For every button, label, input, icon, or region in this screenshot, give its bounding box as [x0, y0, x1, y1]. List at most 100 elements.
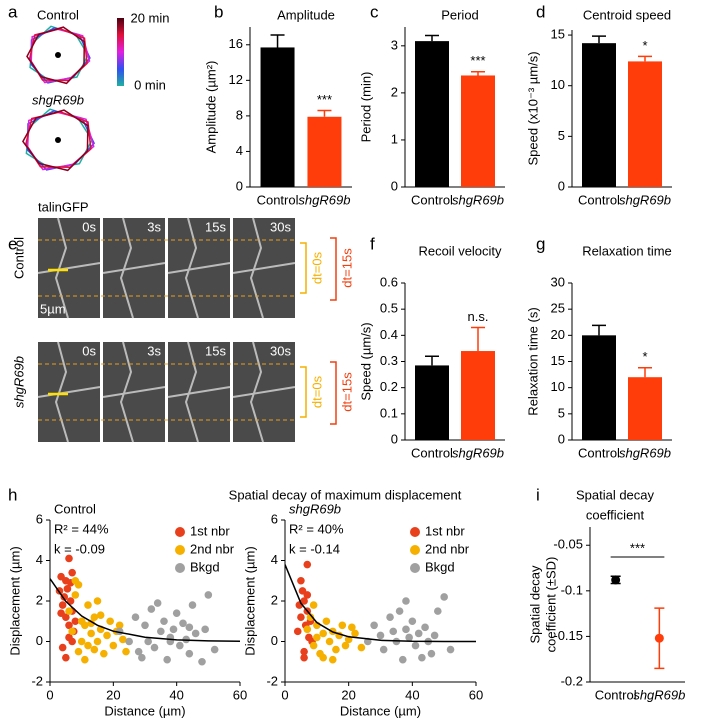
y-tick-label: 0 — [391, 431, 398, 446]
point — [87, 629, 95, 638]
point — [414, 629, 423, 638]
point — [93, 597, 102, 605]
point — [430, 631, 439, 640]
cell-edge — [167, 217, 231, 319]
y-tick-label: 5 — [558, 405, 565, 420]
panel-label: i — [536, 485, 540, 504]
scale-label: 5µm — [40, 301, 66, 316]
point — [157, 627, 165, 636]
x-tick-label: shgR69b — [633, 687, 685, 702]
point — [408, 617, 417, 626]
time-label: 0s — [82, 219, 96, 234]
point — [144, 637, 152, 646]
y-axis-label: Relaxation time (s) — [525, 307, 540, 415]
annotation: R² = 40% — [289, 521, 344, 536]
y-axis-label: Displacement (µm) — [242, 546, 257, 655]
point — [332, 645, 340, 654]
y-tick-label: -0.2 — [561, 673, 583, 688]
significance: n.s. — [468, 309, 489, 324]
centroid-track — [55, 137, 61, 143]
y-tick-label: 2 — [391, 84, 398, 99]
chart-title: coefficient — [586, 507, 645, 522]
cell-edge — [37, 217, 101, 319]
y-tick-label: 4 — [236, 143, 243, 158]
point — [81, 655, 89, 664]
point — [71, 591, 80, 599]
cell-outline — [22, 109, 89, 172]
point — [201, 625, 209, 634]
y-axis-label: Speed (µm/s) — [358, 322, 373, 400]
fit-curve — [50, 578, 240, 643]
legend-label: 2nd nbr — [190, 541, 235, 556]
y-tick-label: 5 — [558, 128, 565, 143]
legend-marker — [175, 563, 185, 573]
time-label: 0s — [82, 343, 96, 358]
chart-title: Period — [441, 7, 479, 22]
x-tick-label: shgR69b — [452, 445, 504, 460]
cell-edge — [37, 341, 101, 443]
x-tick-label: shgR69b — [298, 192, 350, 207]
bracket-label: dt=0s — [309, 251, 324, 284]
error-bar — [270, 34, 285, 48]
time-label: 30s — [270, 343, 291, 358]
y-tick-label: 0.3 — [380, 353, 398, 368]
point — [106, 617, 114, 626]
point — [58, 643, 67, 652]
y-tick-label: 2 — [36, 592, 43, 607]
bar — [582, 335, 616, 440]
point — [351, 629, 359, 638]
panel-a-label: shgR69b — [32, 92, 84, 107]
y-tick-label: 16 — [229, 36, 243, 51]
y-tick-label: 8 — [236, 107, 243, 122]
bracket — [330, 361, 337, 425]
significance: * — [642, 349, 647, 364]
x-tick-label: 40 — [405, 687, 419, 702]
y-tick-label: 25 — [551, 301, 565, 316]
cell-edge — [102, 217, 166, 319]
error-bar — [638, 55, 652, 62]
y-tick-label: 10 — [551, 77, 565, 92]
point — [65, 621, 73, 630]
y-tick-label: 0 — [391, 178, 398, 193]
y-tick-label: -0.15 — [553, 628, 583, 643]
bar — [628, 61, 662, 187]
point — [198, 657, 206, 666]
y-tick-label: -0.05 — [553, 537, 583, 552]
cell-edge — [102, 341, 166, 443]
y-axis-label: Displacement (µm) — [7, 546, 22, 655]
channel-label: talinGFP — [38, 199, 89, 214]
point — [138, 653, 146, 662]
panel-label: b — [214, 2, 223, 21]
point — [90, 645, 99, 654]
point — [386, 613, 394, 621]
bar — [415, 41, 449, 187]
point — [411, 641, 420, 650]
x-axis-label: Distance (µm) — [340, 703, 421, 718]
significance: *** — [317, 92, 332, 107]
y-axis-label: Period (min) — [358, 72, 373, 143]
panel-a-label: Control — [37, 7, 79, 22]
y-tick-label: 4 — [271, 552, 278, 567]
x-tick-label: shgR69b — [619, 192, 671, 207]
bar — [582, 43, 616, 188]
point — [71, 617, 80, 626]
annotation: R² = 44% — [54, 521, 109, 536]
point — [398, 655, 407, 664]
point — [87, 619, 95, 628]
point — [188, 601, 197, 609]
point — [446, 645, 455, 654]
y-tick-label: 6 — [271, 511, 278, 526]
point — [100, 649, 108, 658]
y-tick-label: 1 — [391, 131, 398, 146]
chart-title: Centroid speed — [583, 7, 671, 22]
error-bar — [317, 109, 332, 117]
annotation: Control — [54, 501, 96, 516]
legend-marker — [410, 563, 420, 573]
y-tick-label: 15 — [551, 27, 565, 42]
y-tick-label: 0 — [558, 178, 565, 193]
point — [115, 621, 124, 630]
point — [418, 653, 426, 662]
panel-title: Spatial decay of maximum displacement — [229, 487, 462, 502]
point — [134, 647, 143, 656]
point — [84, 641, 92, 650]
